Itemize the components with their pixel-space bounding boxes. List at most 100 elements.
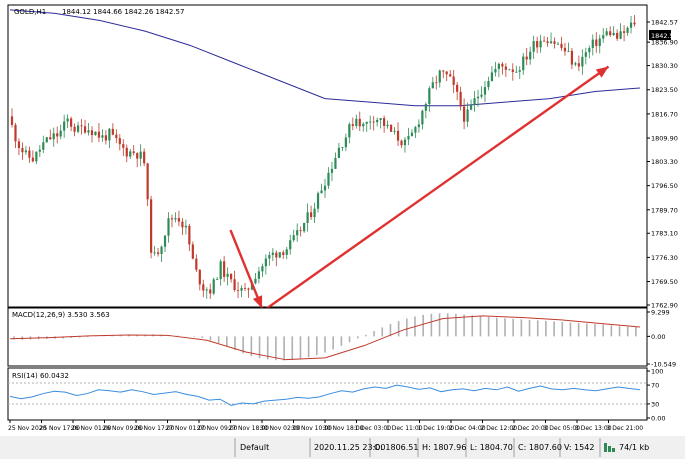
candle-body	[254, 278, 257, 284]
candle-body	[341, 147, 344, 149]
candle-body	[556, 43, 560, 45]
candle-body	[230, 273, 233, 280]
candle-body	[156, 252, 160, 254]
candle-body	[487, 80, 490, 88]
candle-body	[431, 82, 434, 89]
connection-icon	[604, 443, 615, 452]
time-tick-label: 3 Dec 13:00	[575, 425, 612, 432]
time-tick-label: 26 Nov 17:00	[134, 425, 175, 432]
candle-body	[28, 150, 31, 158]
candle-body	[87, 130, 90, 133]
candle-body	[334, 157, 337, 169]
candle-body	[205, 289, 208, 291]
candle-body	[546, 41, 549, 44]
candle-body	[316, 193, 320, 209]
candle-body	[275, 252, 278, 258]
candle-body	[365, 121, 368, 124]
macd-tick-label: 0.00	[651, 333, 665, 341]
time-tick-label: 30 Nov 02:00	[260, 425, 301, 432]
candle-body	[278, 252, 281, 258]
candle-body	[56, 133, 59, 137]
candle-body	[598, 38, 601, 46]
time-tick-label: 25 Nov 2020	[8, 425, 47, 432]
candle-body	[125, 147, 128, 157]
candle-body	[132, 151, 135, 154]
candle-body	[21, 148, 24, 153]
time-tick-label: 25 Nov 17:00	[40, 425, 81, 432]
candle-body	[59, 130, 62, 137]
candle-body	[97, 131, 101, 138]
price-axis: 1842.571836.901830.301823.501816.701809.…	[647, 19, 678, 310]
candle-body	[122, 144, 125, 148]
candle-body	[191, 244, 194, 259]
candle-body	[76, 125, 80, 132]
candle-body	[115, 134, 118, 139]
candle-body	[70, 118, 73, 127]
candle-body	[31, 157, 34, 162]
candle-body	[518, 70, 521, 72]
time-tick-label: 30 Nov 10:00	[292, 425, 333, 432]
candle-body	[233, 279, 236, 291]
candle-body	[240, 287, 243, 291]
status-profile[interactable]: Default	[240, 443, 269, 452]
current-price-label: 1842.57	[651, 32, 678, 40]
time-tick-label: 2 Dec 12:00	[481, 425, 518, 432]
candle-body	[386, 124, 389, 126]
candle-body	[198, 269, 201, 285]
rsi-tick-label: 0.00	[651, 415, 665, 423]
candle-body	[351, 124, 354, 126]
rsi-axis: 100 70 30 0.00	[647, 368, 665, 423]
candle-body	[160, 246, 163, 254]
status-bar-fields	[234, 438, 601, 457]
candle-body	[577, 63, 580, 67]
candle-body	[108, 128, 111, 141]
candle-body	[438, 70, 441, 83]
candle-body	[584, 52, 587, 57]
candle-body	[153, 252, 156, 254]
price-tick-label: 1823.50	[651, 86, 678, 94]
candle-body	[529, 51, 532, 60]
candle-body	[389, 124, 393, 132]
candle-body	[236, 290, 240, 291]
candle-body	[83, 126, 87, 133]
candle-body	[376, 119, 379, 123]
candle-body	[129, 151, 132, 157]
candle-body	[616, 32, 619, 39]
candle-body	[407, 135, 410, 140]
candle-body	[553, 41, 556, 44]
candle-body	[469, 105, 473, 110]
time-tick-label: 1 Dec 19:00	[418, 425, 455, 432]
candle-body	[421, 110, 424, 125]
time-tick-label: 27 Nov 01:00	[166, 425, 207, 432]
price-tick-label: 1836.90	[651, 39, 678, 47]
price-tick-label: 1776.30	[651, 254, 678, 262]
candle-body	[473, 98, 476, 106]
candle-body	[605, 31, 608, 36]
macd-signal-line	[9, 315, 641, 361]
status-traffic: 74/1 kb	[619, 443, 649, 452]
time-tick-label: 26 Nov 01:00	[71, 425, 112, 432]
candle-body	[525, 56, 528, 60]
moving-average-line	[9, 9, 641, 107]
candle-body	[212, 279, 215, 294]
candle-body	[417, 124, 420, 128]
rsi-line	[9, 384, 641, 406]
candle-body	[38, 149, 41, 152]
candle-body	[94, 131, 97, 136]
macd-tick-label: -10.549	[651, 361, 676, 369]
candle-body	[49, 137, 52, 140]
candle-body	[289, 240, 292, 250]
candle-body	[435, 82, 438, 84]
candle-body	[633, 22, 636, 25]
candle-body	[383, 118, 386, 126]
candle-body	[563, 47, 567, 52]
candle-body	[45, 137, 48, 143]
arrow-down-shaft	[229, 229, 264, 309]
candle-body	[543, 40, 546, 42]
candle-body	[511, 69, 514, 73]
candlesticks	[10, 15, 636, 299]
candle-body	[35, 151, 38, 162]
candle-body	[622, 31, 626, 33]
candle-body	[393, 130, 396, 132]
